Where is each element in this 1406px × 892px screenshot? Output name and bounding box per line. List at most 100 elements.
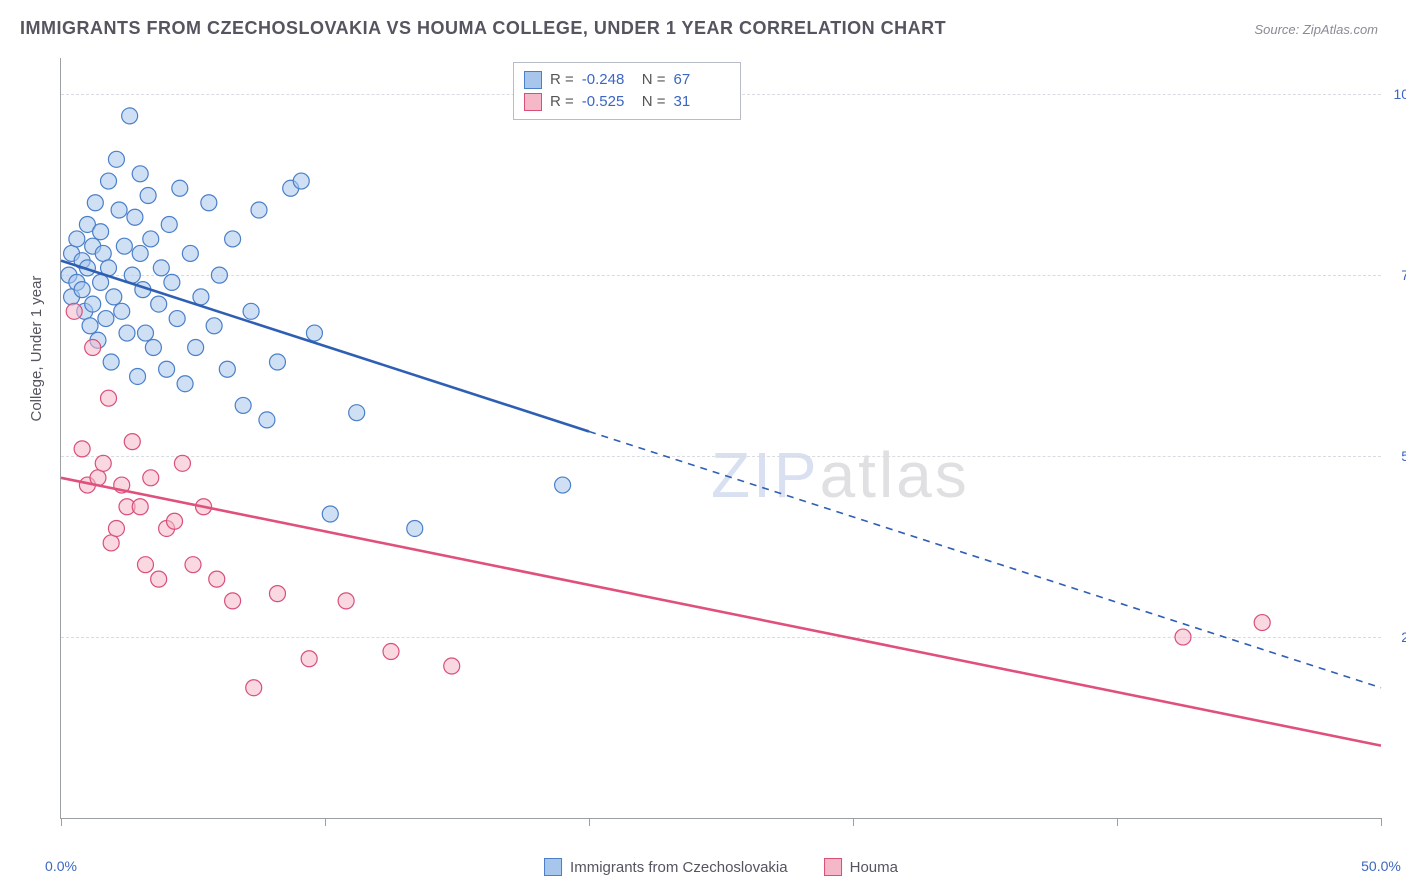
legend-item: Immigrants from Czechoslovakia [544,858,788,876]
scatter-point-houma [185,557,201,573]
swatch-houma [524,93,542,111]
scatter-point-czech [188,340,204,356]
scatter-point-houma [167,513,183,529]
scatter-point-czech [151,296,167,312]
legend-label: Immigrants from Czechoslovakia [570,859,788,876]
scatter-point-czech [130,368,146,384]
x-tick-label: 0.0% [45,858,77,874]
x-tick-label: 50.0% [1361,858,1401,874]
x-tick [1117,818,1118,826]
scatter-point-czech [106,289,122,305]
scatter-point-houma [85,340,101,356]
x-tick [61,818,62,826]
x-tick [325,818,326,826]
y-tick-label: 75.0% [1389,267,1406,283]
scatter-point-houma [209,571,225,587]
scatter-point-czech [93,224,109,240]
scatter-point-czech [132,245,148,261]
bottom-legend: Immigrants from Czechoslovakia Houma [544,858,898,876]
scatter-point-czech [259,412,275,428]
scatter-point-czech [211,267,227,283]
scatter-point-houma [246,680,262,696]
r-value-czech: -0.248 [582,69,634,91]
scatter-point-houma [338,593,354,609]
scatter-point-houma [383,644,399,660]
scatter-point-czech [251,202,267,218]
scatter-point-czech [140,188,156,204]
stats-row-houma: R = -0.525 N = 31 [524,91,726,113]
legend-swatch [824,858,842,876]
n-label: N = [642,91,666,113]
scatter-point-czech [143,231,159,247]
scatter-point-czech [349,405,365,421]
scatter-point-czech [98,311,114,327]
scatter-point-houma [301,651,317,667]
x-tick [1381,818,1382,826]
scatter-point-czech [87,195,103,211]
scatter-point-czech [95,245,111,261]
scatter-point-houma [225,593,241,609]
scatter-point-czech [119,325,135,341]
scatter-point-houma [143,470,159,486]
scatter-point-houma [444,658,460,674]
scatter-point-czech [108,151,124,167]
scatter-point-czech [103,354,119,370]
scatter-point-czech [82,318,98,334]
legend-label: Houma [850,859,898,876]
scatter-point-czech [407,520,423,536]
r-label: R = [550,91,574,113]
scatter-point-houma [132,499,148,515]
scatter-point-czech [69,231,85,247]
scatter-point-czech [235,397,251,413]
scatter-point-czech [159,361,175,377]
scatter-point-czech [132,166,148,182]
scatter-point-czech [269,354,285,370]
scatter-point-czech [243,303,259,319]
scatter-point-czech [219,361,235,377]
scatter-point-houma [1175,629,1191,645]
x-tick [853,818,854,826]
y-tick-label: 50.0% [1389,448,1406,464]
scatter-point-houma [66,303,82,319]
scatter-point-czech [111,202,127,218]
source-label: Source: ZipAtlas.com [1254,22,1378,37]
trendline-czech [61,261,589,432]
n-value-czech: 67 [674,69,726,91]
stats-legend-box: R = -0.248 N = 67 R = -0.525 N = 31 [513,62,741,120]
scatter-point-houma [174,455,190,471]
scatter-point-czech [114,303,130,319]
scatter-point-czech [101,173,117,189]
scatter-point-czech [177,376,193,392]
scatter-point-houma [124,434,140,450]
y-tick-label: 100.0% [1389,86,1406,102]
scatter-point-houma [103,535,119,551]
scatter-point-houma [74,441,90,457]
scatter-point-czech [306,325,322,341]
scatter-point-czech [169,311,185,327]
scatter-point-houma [151,571,167,587]
legend-swatch [544,858,562,876]
scatter-point-czech [322,506,338,522]
scatter-svg [61,58,1381,818]
scatter-point-czech [153,260,169,276]
scatter-point-czech [127,209,143,225]
scatter-point-houma [1254,615,1270,631]
scatter-point-czech [293,173,309,189]
scatter-point-czech [555,477,571,493]
scatter-point-czech [116,238,132,254]
scatter-point-czech [182,245,198,261]
scatter-point-houma [137,557,153,573]
scatter-point-houma [108,520,124,536]
scatter-point-czech [93,274,109,290]
plot-area: ZIPatlas 25.0%50.0%75.0%100.0% 0.0%50.0%… [60,58,1381,819]
scatter-point-czech [193,289,209,305]
legend-item: Houma [824,858,898,876]
scatter-point-czech [225,231,241,247]
n-value-houma: 31 [674,91,726,113]
scatter-point-houma [269,586,285,602]
r-value-houma: -0.525 [582,91,634,113]
chart-title: IMMIGRANTS FROM CZECHOSLOVAKIA VS HOUMA … [20,18,946,39]
scatter-point-czech [164,274,180,290]
scatter-point-houma [101,390,117,406]
scatter-point-czech [201,195,217,211]
